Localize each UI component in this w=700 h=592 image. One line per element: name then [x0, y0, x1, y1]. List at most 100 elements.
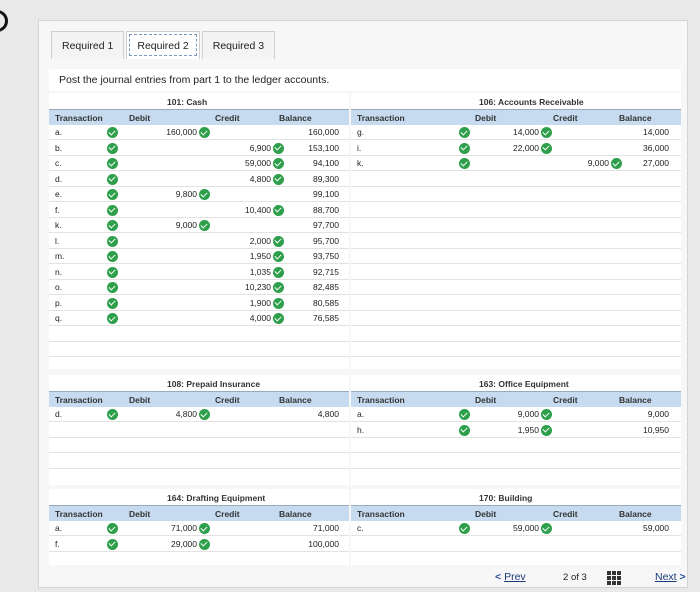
check-icon — [107, 220, 118, 231]
debit-cell[interactable]: 29,000 — [171, 538, 197, 549]
transaction-cell[interactable]: l. — [55, 235, 60, 246]
ledger-row: a. 160,000 160,000 — [49, 125, 349, 140]
transaction-cell[interactable]: a. — [55, 127, 63, 137]
header-debit: Debit — [475, 113, 497, 123]
debit-cell[interactable]: 160,000 — [166, 127, 197, 137]
ledger-row — [49, 342, 349, 357]
transaction-cell[interactable]: n. — [55, 266, 63, 277]
transaction-cell[interactable]: k. — [357, 158, 364, 168]
tab-required-1[interactable]: Required 1 — [51, 31, 125, 59]
ledger-row: d. 4,800 89,300 — [49, 171, 349, 187]
header-credit: Credit — [215, 113, 240, 123]
transaction-cell[interactable]: c. — [55, 158, 62, 168]
ledger-prepaid: 108: Prepaid Insurance Transaction Debit Cr… — [49, 375, 349, 485]
credit-cell[interactable]: 6,900 — [249, 142, 271, 153]
debit-cell[interactable]: 4,800 — [175, 409, 197, 419]
credit-cell[interactable]: 9,000 — [587, 158, 609, 168]
transaction-cell[interactable]: p. — [55, 297, 63, 308]
transaction-cell[interactable]: k. — [55, 220, 62, 230]
transaction-cell[interactable]: f. — [55, 204, 60, 215]
debit-cell[interactable]: 71,000 — [171, 523, 197, 533]
ledger-row: l. 2,000 95,700 — [49, 233, 349, 249]
ledger-row — [351, 218, 681, 233]
credit-cell[interactable]: 4,000 — [249, 313, 271, 323]
credit-cell[interactable]: 10,400 — [245, 204, 271, 215]
debit-cell[interactable]: 9,000 — [175, 220, 197, 230]
transaction-cell[interactable]: m. — [55, 251, 65, 261]
grid-icon[interactable] — [607, 571, 621, 585]
debit-cell[interactable]: 9,800 — [175, 189, 197, 199]
page-indicator: 2 of 3 — [563, 572, 587, 583]
ledger-row: k. 9,000 27,000 — [351, 156, 681, 171]
ledger-building: 170: Building Transaction Debit Credit Balan… — [351, 489, 681, 565]
header-transaction: Transaction — [357, 509, 405, 519]
debit-cell[interactable]: 22,000 — [513, 142, 539, 153]
transaction-cell[interactable]: h. — [357, 424, 365, 435]
tab-required-2[interactable]: Required 2 — [126, 31, 200, 59]
prev-button[interactable]: < Prev — [495, 571, 526, 583]
check-icon — [199, 409, 210, 420]
transaction-cell[interactable]: b. — [55, 142, 63, 153]
ledger-office: 163: Office Equipment Transaction Debit Cre… — [351, 375, 681, 485]
credit-cell[interactable]: 4,800 — [249, 173, 271, 184]
debit-cell[interactable]: 59,000 — [513, 523, 539, 533]
header-transaction: Transaction — [55, 395, 103, 405]
page-of: of — [570, 572, 579, 583]
credit-cell[interactable]: 10,230 — [245, 282, 271, 292]
transaction-cell[interactable]: o. — [55, 282, 63, 292]
credit-cell[interactable]: 1,900 — [249, 297, 271, 308]
chevron-left-icon: < — [495, 571, 502, 583]
check-icon — [541, 523, 552, 534]
check-icon — [107, 251, 118, 262]
transaction-cell[interactable]: c. — [357, 523, 364, 533]
transaction-cell[interactable]: d. — [55, 173, 63, 184]
tab-required-3[interactable]: Required 3 — [201, 31, 276, 59]
transaction-cell[interactable]: f. — [55, 538, 60, 549]
credit-cell[interactable]: 2,000 — [249, 235, 271, 246]
instruction-text: Post the journal entries from part 1 to … — [49, 69, 681, 91]
ledger-row — [351, 295, 681, 311]
header-debit: Debit — [129, 395, 151, 405]
check-icon — [273, 204, 284, 216]
transaction-cell[interactable]: g. — [357, 127, 365, 137]
transaction-cell[interactable]: i. — [357, 142, 362, 153]
check-icon — [199, 189, 210, 200]
ledger-row — [351, 311, 681, 326]
check-icon — [107, 158, 118, 169]
header-balance: Balance — [619, 395, 652, 405]
balance-cell: 97,700 — [313, 220, 339, 230]
credit-cell[interactable]: 1,950 — [249, 251, 271, 261]
transaction-cell[interactable]: d. — [55, 409, 63, 419]
credit-cell[interactable]: 59,000 — [245, 158, 271, 168]
header-debit: Debit — [475, 509, 497, 519]
account-title: 164: Drafting Equipment — [167, 493, 266, 503]
transaction-cell[interactable]: e. — [55, 189, 63, 199]
check-icon — [107, 266, 118, 278]
next-button[interactable]: Next > — [655, 571, 686, 583]
debit-cell[interactable]: 1,950 — [517, 424, 539, 435]
ledger-row: o. 10,230 82,485 — [49, 280, 349, 295]
credit-cell[interactable]: 1,035 — [249, 266, 271, 277]
ledger-row — [351, 342, 681, 357]
balance-cell: 10,950 — [643, 424, 669, 435]
check-icon — [107, 142, 118, 154]
transaction-cell[interactable]: q. — [55, 313, 63, 323]
header-transaction: Transaction — [55, 113, 103, 123]
balance-cell: 71,000 — [313, 523, 339, 533]
transaction-cell[interactable]: a. — [357, 409, 365, 419]
debit-cell[interactable]: 9,000 — [517, 409, 539, 419]
ledger-row — [351, 233, 681, 249]
account-title: 106: Accounts Receivable — [479, 97, 584, 107]
transaction-cell[interactable]: a. — [55, 523, 63, 533]
check-icon — [107, 409, 118, 420]
header-credit: Credit — [215, 395, 240, 405]
check-icon — [107, 127, 118, 138]
account-title: 170: Building — [479, 493, 533, 503]
header-transaction: Transaction — [55, 509, 103, 519]
ledger-row: a. 71,000 71,000 — [49, 521, 349, 536]
ledger-row: h. 1,950 10,950 — [351, 422, 681, 438]
check-icon — [199, 523, 210, 534]
ledger-row — [351, 280, 681, 295]
debit-cell[interactable]: 14,000 — [513, 127, 539, 137]
check-icon — [199, 538, 210, 550]
